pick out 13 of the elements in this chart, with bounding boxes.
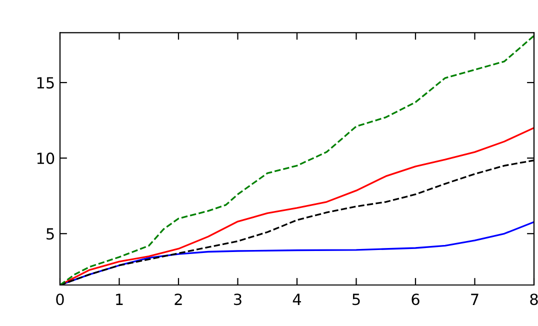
x-tick-label: 0 xyxy=(56,294,64,306)
x-tick-label: 1 xyxy=(116,294,123,305)
y-tick-label: 5 xyxy=(46,228,54,240)
y-tick-label: 15 xyxy=(37,77,54,89)
x-tick-label: 5 xyxy=(352,294,360,306)
x-tick-label: 6 xyxy=(412,294,420,306)
x-tick-label: 7 xyxy=(471,294,478,305)
x-tick-label: 3 xyxy=(234,294,242,306)
x-tick-label: 4 xyxy=(292,294,302,305)
x-tick-label: 2 xyxy=(174,294,182,305)
x-tick-label: 8 xyxy=(530,294,538,306)
line-series xyxy=(60,34,534,285)
y-tick-label: 10 xyxy=(37,152,54,164)
